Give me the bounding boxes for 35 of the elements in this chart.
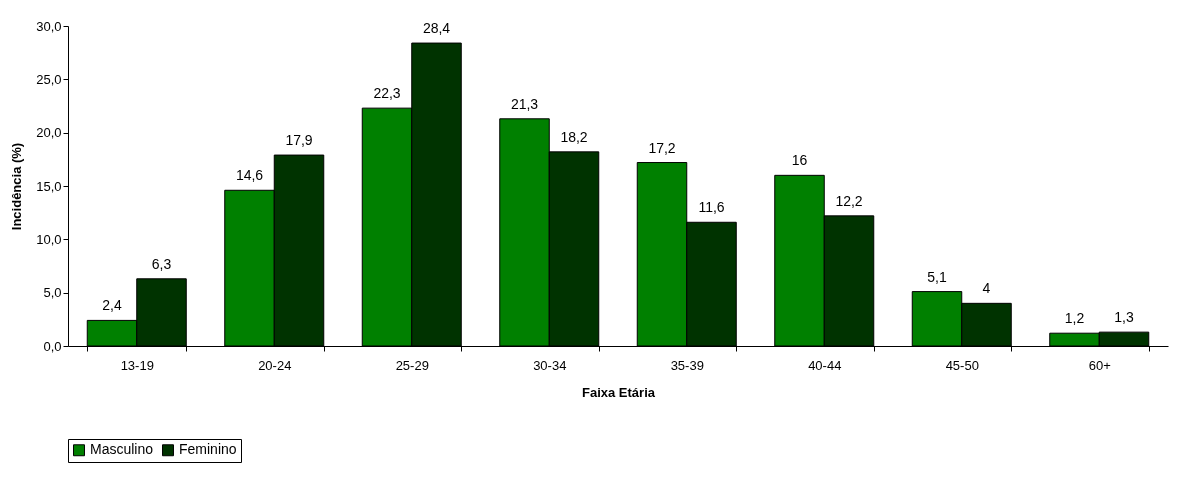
data-label: 17,9 [285,132,313,149]
data-label: 4 [982,280,991,297]
x-tick-label: 35-39 [670,357,704,373]
data-label: 6,3 [151,255,172,272]
y-tick-label: 20,0 [36,125,62,141]
y-tick-label: 5,0 [43,285,62,301]
data-label: 16 [791,152,808,169]
y-tick-label: 0,0 [43,338,62,354]
data-label: 12,2 [835,192,863,209]
y-axis-title: Incidência (%) [9,142,25,231]
x-tick-label: 25-29 [395,357,429,373]
data-label: 11,6 [698,199,725,216]
data-label: 28,4 [422,20,451,37]
y-tick-label: 25,0 [36,71,62,87]
data-label: 1,2 [1064,310,1085,327]
data-label: 2,4 [102,297,122,314]
x-tick-label: 40-44 [808,357,842,373]
y-tick-label: 10,0 [36,231,62,247]
x-tick-label: 30-34 [533,357,567,373]
y-tick-label: 15,0 [36,178,62,194]
data-label: 5,1 [927,268,947,285]
x-tick-label: 60+ [1088,357,1111,373]
x-axis-title: Faixa Etária [582,384,656,400]
data-label: 21,3 [510,95,539,112]
data-label: 18,2 [560,128,588,145]
data-label: 1,3 [1114,309,1134,326]
x-tick-label: 20-24 [258,357,292,373]
data-label: 14,6 [235,167,264,184]
data-label: 22,3 [373,85,401,102]
x-tick-label: 45-50 [945,357,979,373]
legend-label: Masculino [90,441,154,458]
legend-label: Feminino [179,441,237,458]
x-tick-label: 13-19 [120,357,154,373]
y-tick-label: 30,0 [36,18,62,34]
data-label: 17,2 [648,139,676,156]
